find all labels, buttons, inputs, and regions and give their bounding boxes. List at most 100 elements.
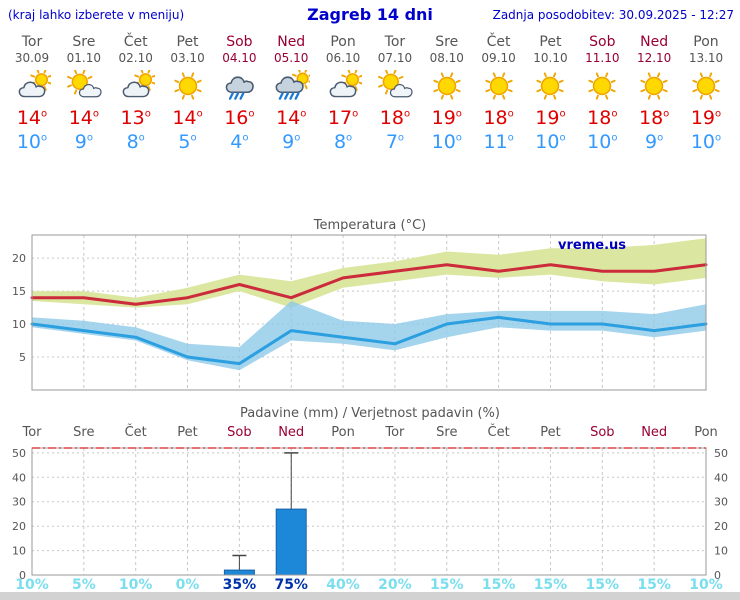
svg-text:15: 15 xyxy=(12,285,26,298)
forecast-day-3: Čet 02.10 13o 8o xyxy=(108,34,164,153)
precip-bar xyxy=(275,508,307,576)
day-date: 02.10 xyxy=(118,51,153,65)
svg-text:50: 50 xyxy=(12,447,26,460)
max-temperature-line xyxy=(30,263,708,306)
precip-probability: 40% xyxy=(326,577,360,593)
temp-min: 9o xyxy=(282,131,301,153)
precipitation-chart: Padavine (mm) / Verjetnost padavin (%) T… xyxy=(12,406,728,582)
day-date: 08.10 xyxy=(429,51,464,65)
sun-icon xyxy=(160,70,216,105)
day-date: 09.10 xyxy=(481,51,516,65)
day-date: 06.10 xyxy=(325,51,361,65)
footer-bar xyxy=(0,592,740,600)
day-date: 13.10 xyxy=(688,51,724,65)
temp-max: 19o xyxy=(431,107,462,129)
precip-day-label: Sre xyxy=(73,425,94,440)
forecast-day-14: Pon 13.10 19o 10o xyxy=(678,34,734,153)
temp-max: 13o xyxy=(120,107,151,129)
day-name: Pon xyxy=(330,34,356,50)
precip-day-label: Pon xyxy=(331,425,355,440)
svg-text:10: 10 xyxy=(12,318,26,331)
precip-probability: 0% xyxy=(175,577,200,593)
svg-text:20: 20 xyxy=(12,520,26,533)
day-name: Pon xyxy=(693,34,719,50)
precip-day-label: Tor xyxy=(21,425,42,440)
temp-min: 11o xyxy=(483,131,514,153)
day-name: Pet xyxy=(176,34,199,50)
day-name: Čet xyxy=(123,34,148,50)
forecast-day-7: Pon 06.10 17o 8o xyxy=(315,34,371,153)
day-name: Sob xyxy=(226,34,253,50)
precip-day-label: Sre xyxy=(436,425,457,440)
precip-day-label: Čet xyxy=(488,424,510,440)
temp-min: 10o xyxy=(16,131,48,153)
svg-text:10: 10 xyxy=(12,545,26,558)
sun-icon xyxy=(574,70,630,105)
sun-cloud-icon xyxy=(367,69,423,105)
precip-probability: 15% xyxy=(430,577,464,593)
temp-min: 8o xyxy=(333,131,353,153)
precip-probability: 15% xyxy=(533,577,568,593)
svg-text:30: 30 xyxy=(714,496,728,509)
precip-day-label: Pet xyxy=(177,425,197,440)
precip-day-label: Sob xyxy=(590,425,614,440)
precip-day-label: Sob xyxy=(227,425,251,440)
page-title: Zagreb 14 dni xyxy=(307,5,433,24)
precip-probability: 10% xyxy=(15,577,49,593)
precip-day-label: Pon xyxy=(694,425,718,440)
temp-max: 19o xyxy=(690,107,722,129)
precipitation-chart-title: Padavine (mm) / Verjetnost padavin (%) xyxy=(240,406,500,421)
temp-min: 9o xyxy=(645,131,664,153)
precip-probability-row: 10% 5% 10% 0% 35% 75% 40% 20% 15% 15% 15% 15% 15% 10% xyxy=(0,577,740,593)
forecast-day-6: Ned 05.10 14o 9o xyxy=(263,34,319,153)
temp-min: 10o xyxy=(690,131,722,153)
forecast-days-row: Tor 30.09 14o 10o Sre 01.10 14o 9o Čet 02.10 13o 8o… xyxy=(0,34,740,174)
forecast-day-5: Sob 04.10 16o 4o xyxy=(211,34,267,153)
precip-day-label: Ned xyxy=(278,425,304,440)
day-date: 10.10 xyxy=(533,51,568,65)
svg-text:40: 40 xyxy=(12,471,26,484)
sun-icon xyxy=(522,70,578,105)
min-temperature-range-band xyxy=(32,301,706,371)
precip-probability: 10% xyxy=(118,577,153,593)
temp-max: 17o xyxy=(327,107,359,129)
precip-day-label: Ned xyxy=(641,425,667,440)
last-update-timestamp: Zadnja posodobitev: 30.09.2025 - 12:27 xyxy=(492,8,734,22)
forecast-day-11: Pet 10.10 19o 10o xyxy=(522,34,578,153)
temperature-plot-area: 5 10 15 20 xyxy=(12,234,708,391)
forecast-day-9: Sre 08.10 19o 10o xyxy=(419,34,475,153)
sun-icon xyxy=(626,70,682,105)
sun-icon xyxy=(471,70,527,105)
temp-min: 10o xyxy=(587,131,618,153)
day-date: 04.10 xyxy=(222,51,257,65)
forecast-day-1: Tor 30.09 14o 10o xyxy=(4,34,60,153)
day-name: Čet xyxy=(486,34,511,50)
menu-hint: (kraj lahko izberete v meniju) xyxy=(8,8,185,22)
rain-icon xyxy=(211,70,267,105)
day-name: Sob xyxy=(589,34,616,50)
temp-min: 9o xyxy=(74,131,93,153)
temp-max: 18o xyxy=(587,107,618,129)
day-date: 30.09 xyxy=(14,51,50,65)
day-date: 01.10 xyxy=(66,51,102,65)
watermark-link[interactable]: vreme.us xyxy=(558,238,626,253)
svg-text:0: 0 xyxy=(714,569,721,582)
min-temperature-line xyxy=(30,315,708,366)
temp-min: 10o xyxy=(431,131,462,153)
svg-text:40: 40 xyxy=(714,471,728,484)
day-date: 05.10 xyxy=(274,51,309,65)
temp-max: 14o xyxy=(68,107,99,129)
max-temperature-range-band xyxy=(32,238,706,308)
precip-day-label: Tor xyxy=(384,425,405,440)
precip-probability: 35% xyxy=(222,577,257,593)
svg-text:5: 5 xyxy=(19,351,26,364)
svg-text:0: 0 xyxy=(19,569,26,582)
temp-min: 4o xyxy=(230,131,249,153)
day-name: Pet xyxy=(539,34,562,50)
day-date: 07.10 xyxy=(377,51,413,65)
temp-min: 5o xyxy=(178,131,197,153)
day-name: Sre xyxy=(435,34,459,50)
forecast-day-13: Ned 12.10 18o 9o xyxy=(626,34,682,153)
temp-max: 18o xyxy=(638,107,670,129)
